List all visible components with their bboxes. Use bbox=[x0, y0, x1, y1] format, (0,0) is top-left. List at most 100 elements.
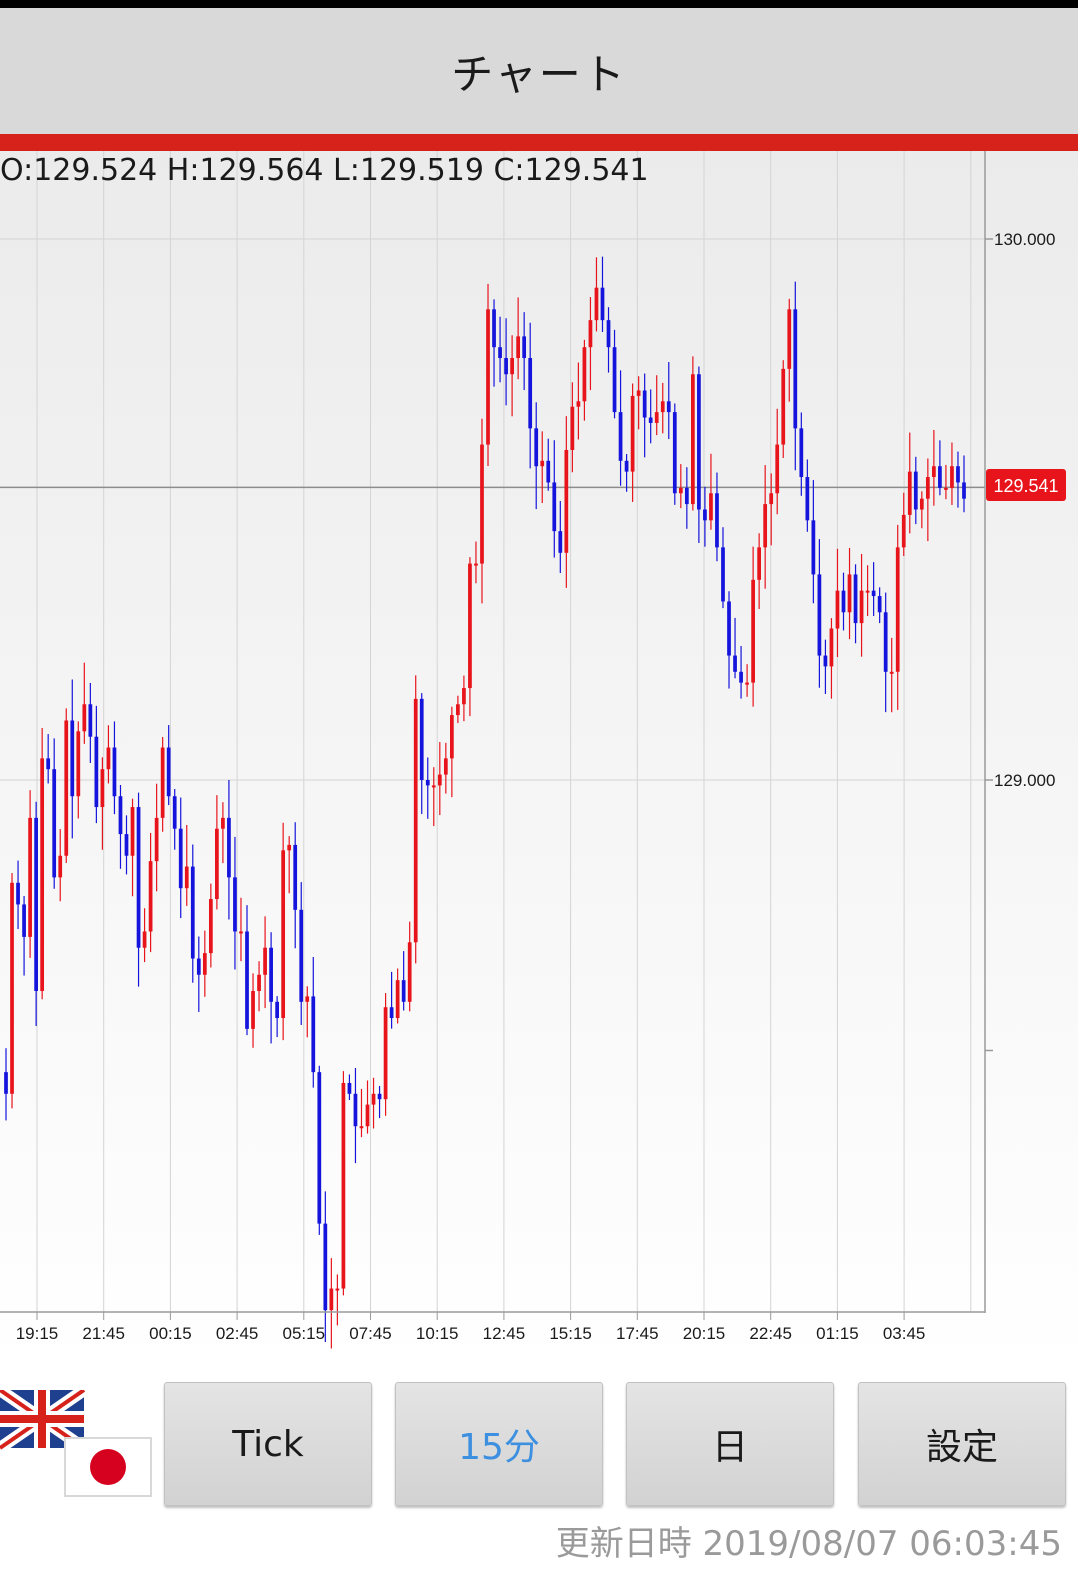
candle-body-up bbox=[516, 336, 521, 359]
candle-body-down bbox=[612, 347, 617, 413]
candle-body-up bbox=[757, 547, 762, 580]
candle-body-down bbox=[739, 671, 743, 683]
last-updated: 更新日時 2019/08/07 06:03:45 bbox=[556, 1516, 1062, 1565]
candle-body-up bbox=[413, 698, 418, 943]
candle-body-down bbox=[269, 947, 273, 1002]
candle-body-up bbox=[709, 493, 713, 521]
candle-body-up bbox=[919, 498, 924, 510]
settings-button[interactable]: 設定 bbox=[858, 1382, 1066, 1506]
status-bar bbox=[0, 0, 1078, 8]
candle-body-up bbox=[251, 990, 255, 1029]
currency-pair-flags[interactable] bbox=[0, 1390, 155, 1500]
candle-body-down bbox=[913, 471, 918, 510]
15min-button[interactable]: 15分 bbox=[395, 1382, 603, 1506]
x-tick-label: 12:45 bbox=[483, 1324, 526, 1343]
tick-button[interactable]: Tick bbox=[164, 1382, 372, 1506]
candle-body-down bbox=[136, 807, 141, 948]
candle-body-down bbox=[793, 309, 798, 429]
y-tick-label: 129.000 bbox=[994, 771, 1055, 790]
candle-body-up bbox=[456, 704, 460, 716]
candle-body-down bbox=[811, 520, 816, 575]
candle-body-down bbox=[118, 796, 123, 835]
accent-bar bbox=[0, 134, 1078, 151]
candle-body-down bbox=[805, 477, 810, 521]
candle-body-up bbox=[184, 866, 189, 889]
candle-body-down bbox=[275, 1001, 279, 1019]
candle-body-up bbox=[474, 563, 478, 566]
candle-body-up bbox=[305, 996, 310, 1002]
candle-body-down bbox=[853, 574, 858, 624]
candle-body-down bbox=[299, 909, 304, 1002]
candle-body-down bbox=[721, 547, 725, 602]
candle-body-up bbox=[835, 590, 840, 629]
candle-body-down bbox=[606, 320, 611, 348]
candle-body-up bbox=[564, 449, 569, 553]
x-tick-label: 05:15 bbox=[283, 1324, 326, 1343]
candle-body-up bbox=[58, 855, 63, 878]
candle-body-down bbox=[124, 834, 129, 856]
candle-body-up bbox=[781, 368, 786, 445]
candle-body-down bbox=[492, 309, 496, 348]
candle-body-down bbox=[956, 466, 960, 483]
candle-body-down bbox=[648, 417, 653, 423]
candle-body-down bbox=[245, 931, 249, 1029]
candle-body-down bbox=[498, 347, 502, 359]
last-updated-label: 更新日時 bbox=[555, 1524, 692, 1564]
app-header: チャート bbox=[0, 8, 1078, 134]
candle-body-down bbox=[233, 877, 237, 932]
candle-body-up bbox=[28, 817, 32, 937]
candle-body-up bbox=[395, 980, 400, 1019]
x-tick-label: 10:15 bbox=[416, 1324, 459, 1343]
candle-body-down bbox=[22, 904, 26, 937]
candle-body-down bbox=[666, 401, 671, 413]
candle-body-up bbox=[932, 466, 936, 478]
candle-body-down bbox=[166, 747, 171, 797]
candle-body-up bbox=[660, 401, 665, 413]
candle-body-up bbox=[576, 401, 581, 407]
candle-body-up bbox=[154, 817, 159, 862]
candle-body-up bbox=[76, 731, 81, 797]
candle-body-down bbox=[600, 287, 605, 321]
candle-body-down bbox=[618, 412, 623, 461]
candle-body-up bbox=[901, 514, 906, 548]
candle-body-up bbox=[889, 671, 894, 674]
candle-body-down bbox=[16, 882, 20, 905]
candle-body-down bbox=[401, 980, 406, 1002]
candle-body-up bbox=[829, 628, 834, 667]
candle-body-down bbox=[877, 596, 882, 613]
x-tick-label: 21:45 bbox=[82, 1324, 125, 1343]
candle-body-up bbox=[480, 444, 484, 564]
candle-body-down bbox=[94, 736, 99, 808]
candle-body-down bbox=[52, 769, 57, 878]
candle-body-up bbox=[582, 347, 587, 402]
candle-body-down bbox=[642, 390, 647, 418]
candle-body-down bbox=[323, 1223, 328, 1311]
candlestick-chart[interactable]: 130.000 129.000 19:15 21:45 00:15 02:45 05:1… bbox=[0, 151, 1078, 1370]
daily-button[interactable]: 日 bbox=[626, 1382, 834, 1506]
candle-body-down bbox=[293, 844, 298, 910]
candle-body-down bbox=[558, 531, 563, 553]
current-price-label: 129.541 bbox=[993, 476, 1058, 496]
candle-body-down bbox=[46, 758, 51, 770]
x-tick-label: 02:45 bbox=[216, 1324, 259, 1343]
candle-body-down bbox=[4, 1072, 8, 1094]
candle-body-down bbox=[311, 996, 316, 1073]
candle-body-up bbox=[950, 466, 954, 488]
candle-body-up bbox=[775, 444, 780, 494]
candle-body-up bbox=[510, 358, 514, 375]
candle-body-up bbox=[895, 547, 900, 672]
candle-body-down bbox=[425, 780, 430, 786]
candle-body-up bbox=[257, 974, 261, 991]
candle-body-down bbox=[684, 487, 689, 505]
candle-body-up bbox=[859, 590, 864, 624]
x-tick-label: 15:15 bbox=[549, 1324, 592, 1343]
candle-body-down bbox=[112, 747, 117, 797]
x-tick-label: 22:45 bbox=[749, 1324, 792, 1343]
candle-body-down bbox=[347, 1082, 352, 1094]
candle-body-up bbox=[443, 758, 448, 775]
candle-body-up bbox=[383, 1007, 388, 1100]
candle-body-up bbox=[540, 460, 545, 467]
candle-body-up bbox=[431, 785, 436, 788]
candle-body-up bbox=[588, 320, 593, 348]
candle-body-down bbox=[377, 1093, 382, 1100]
